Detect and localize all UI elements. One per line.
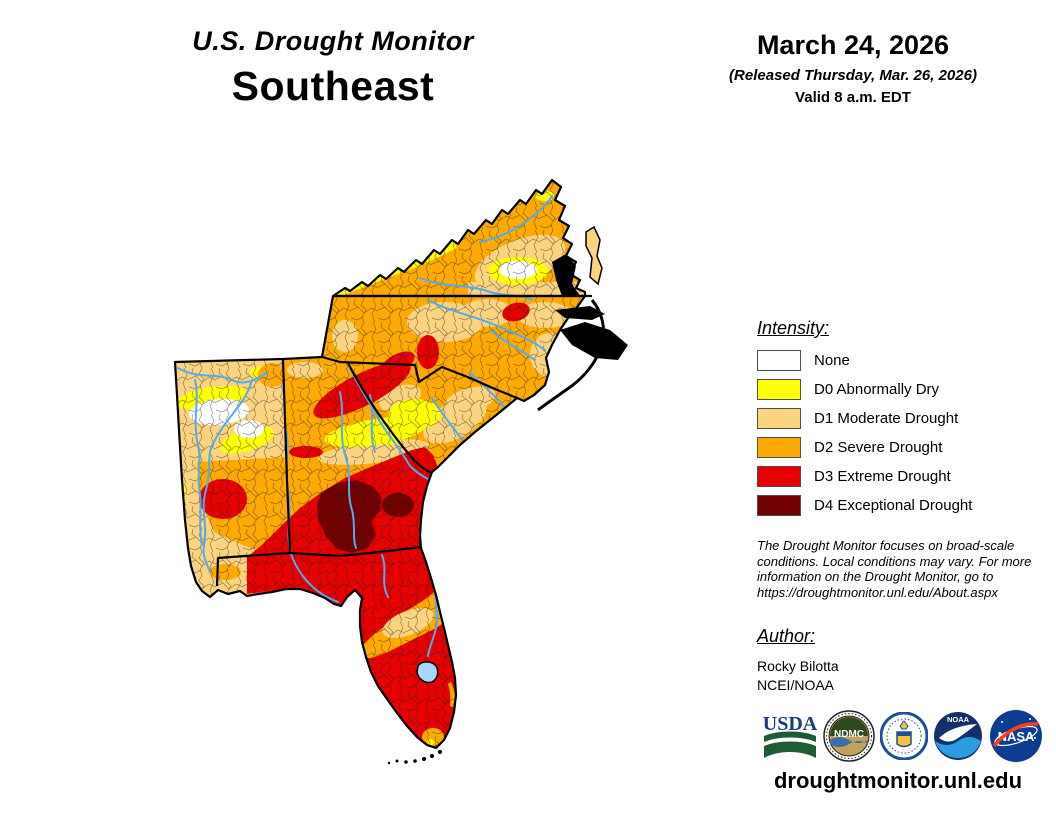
intensity-legend: Intensity: None D0 Abnormally Dry D1 Mod… — [757, 318, 1047, 525]
disclaimer-text: The Drought Monitor focuses on broad-sca… — [757, 538, 1032, 600]
header-left: U.S. Drought Monitor Southeast — [150, 26, 516, 110]
noaa-text: NOAA — [947, 715, 970, 724]
legend-row-d1: D1 Moderate Drought — [757, 408, 1047, 429]
legend-title: Intensity: — [757, 318, 830, 338]
legend-row-d0: D0 Abnormally Dry — [757, 379, 1047, 400]
usda-logo: USDA — [763, 713, 818, 758]
footer-url: droughtmonitor.unl.edu — [773, 768, 1023, 793]
swatch-d3 — [757, 466, 801, 487]
legend-row-d2: D2 Severe Drought — [757, 437, 1047, 458]
usda-text: USDA — [763, 713, 818, 735]
state-borders — [173, 178, 592, 750]
coastal-sounds — [552, 254, 628, 360]
agency-logos: USDA NDMC NOAA — [762, 708, 1048, 764]
author-name: Rocky Bilotta — [757, 658, 839, 674]
author-title: Author: — [757, 626, 816, 646]
florida-keys — [387, 750, 442, 765]
page-title: U.S. Drought Monitor — [192, 26, 474, 56]
swatch-d1 — [757, 408, 801, 429]
southeast-map-svg — [173, 178, 628, 765]
author-org: NCEI/NOAA — [757, 677, 835, 693]
region-title: Southeast — [231, 63, 435, 109]
noaa-logo: NOAA — [934, 712, 982, 760]
swatch-none — [757, 350, 801, 371]
released-date: (Released Thursday, Mar. 26, 2026) — [729, 67, 977, 84]
drought-map — [160, 148, 690, 800]
drought-fill-layers — [175, 180, 585, 748]
legend-row-none: None — [757, 350, 1047, 371]
delmarva-peninsula — [585, 225, 603, 286]
nasa-logo: NASA — [990, 710, 1042, 762]
outer-banks — [537, 299, 606, 412]
swatch-d4 — [757, 495, 801, 516]
swatch-d0 — [757, 379, 801, 400]
legend-row-d4: D4 Exceptional Drought — [757, 495, 1047, 516]
commerce-seal-logo — [880, 712, 928, 760]
lake-okeechobee — [416, 661, 439, 684]
author-block: Author: Rocky Bilotta NCEI/NOAA — [757, 626, 1033, 695]
ndmc-logo: NDMC — [823, 710, 875, 762]
map-date: March 24, 2026 — [756, 30, 950, 60]
ndmc-text: NDMC — [834, 729, 864, 740]
date-block: March 24, 2026 (Released Thursday, Mar. … — [700, 30, 1006, 106]
legend-row-d3: D3 Extreme Drought — [757, 466, 1047, 487]
swatch-d2 — [757, 437, 801, 458]
valid-time: Valid 8 a.m. EDT — [795, 89, 911, 106]
